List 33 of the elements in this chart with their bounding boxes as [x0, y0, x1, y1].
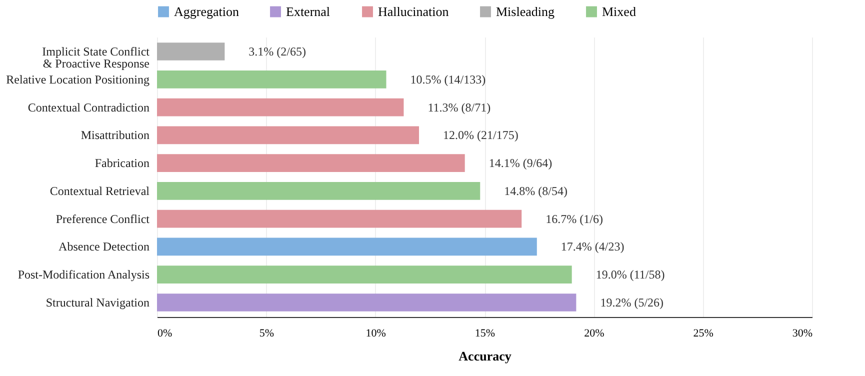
text: 12.0% (21/175): [443, 128, 518, 142]
text: 19.0% (11/58): [596, 268, 665, 282]
y-tick-label: Contextual Retrieval: [50, 184, 150, 198]
text: 3.1% (2/65): [248, 44, 306, 58]
text: 11.3% (8/71): [428, 100, 491, 114]
x-tick-label: 10%: [366, 328, 386, 340]
y-tick-label: Misattribution: [80, 128, 150, 142]
text: 14.1% (9/64): [488, 156, 552, 170]
x-tick-label: 20%: [584, 328, 604, 340]
text: 14.8% (8/54): [504, 184, 568, 198]
text: 16.7% (1/6): [546, 212, 603, 226]
y-tick-label: Absence Detection: [58, 240, 150, 254]
legend-label: External: [286, 4, 330, 19]
x-tick-label: 30%: [792, 328, 812, 340]
y-tick-label: Preference Conflict: [56, 212, 150, 226]
text: 19.2% (5/26): [600, 296, 664, 310]
y-tick-label: Post-Modification Analysis: [18, 268, 150, 282]
y-tick-label: Contextual Contradiction: [28, 100, 150, 114]
legend-label: Mixed: [602, 4, 636, 19]
x-axis-title: Accuracy: [458, 348, 512, 364]
legend-label: Hallucination: [378, 4, 450, 19]
text: 17.4% (4/23): [560, 240, 624, 254]
x-tick-label: 15%: [474, 328, 496, 340]
y-tick-label: Implicit State Conflict & Proactive Response: [42, 44, 150, 70]
text: 10.5% (14/133): [410, 72, 486, 86]
legend-label: Aggregation: [174, 4, 240, 19]
x-tick-label: 5%: [259, 328, 274, 340]
x-tick-label: 25%: [693, 328, 714, 340]
x-tick-label: 0%: [158, 328, 172, 340]
legend-label: Misleading: [496, 4, 555, 19]
y-tick-label: Fabrication: [94, 156, 150, 170]
y-tick-label: Structural Navigation: [46, 296, 150, 310]
y-tick-label: Relative Location Positioning: [6, 72, 150, 86]
